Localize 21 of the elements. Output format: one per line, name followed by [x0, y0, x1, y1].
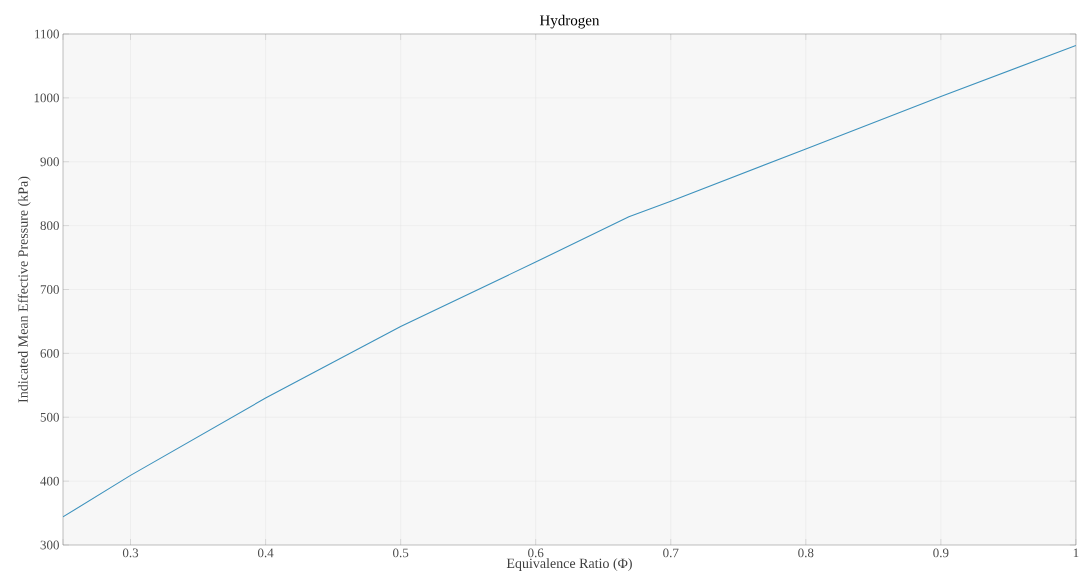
x-tick-label: 0.4: [257, 548, 274, 558]
chart-title: Hydrogen: [539, 14, 600, 29]
x-tick-label: 0.6: [528, 548, 544, 558]
y-tick-label: 900: [40, 157, 59, 167]
x-tick-label: 0.8: [798, 548, 814, 558]
x-tick-label: 0.3: [122, 548, 139, 558]
y-tick-label: 1000: [34, 93, 59, 103]
y-tick-label: 600: [40, 348, 59, 358]
x-tick-label: 1: [1073, 548, 1079, 558]
y-tick-label: 700: [40, 285, 59, 294]
line-series: [63, 44, 1076, 518]
x-tick-label: 0.5: [393, 548, 409, 558]
y-axis-title: Indicated Mean Effective Pressure (kPa): [17, 176, 31, 403]
y-tick-label: 400: [40, 476, 59, 486]
x-axis-title: Equivalence Ratio (Φ): [506, 558, 632, 571]
x-tick-label: 0.9: [933, 548, 949, 558]
y-tick-label: 300: [40, 540, 59, 550]
y-tick-label: 500: [40, 412, 59, 422]
y-tick-label: 800: [40, 221, 59, 231]
x-tick-label: 0.7: [663, 548, 679, 558]
y-tick-label: 1100: [35, 29, 59, 39]
